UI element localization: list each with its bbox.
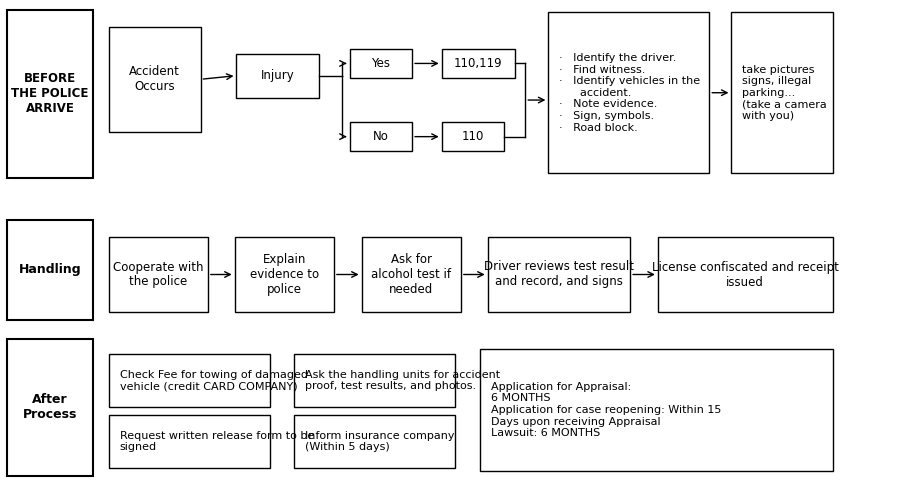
FancyBboxPatch shape — [731, 12, 832, 173]
FancyBboxPatch shape — [7, 10, 93, 178]
Text: 110: 110 — [461, 130, 483, 143]
Text: License confiscated and receipt
issued: License confiscated and receipt issued — [651, 261, 838, 288]
Text: Ask the handling units for accident
proof, test results, and photos.: Ask the handling units for accident proo… — [305, 370, 500, 391]
Text: Injury: Injury — [261, 69, 294, 82]
FancyBboxPatch shape — [236, 54, 319, 98]
FancyBboxPatch shape — [234, 237, 334, 312]
FancyBboxPatch shape — [108, 415, 269, 468]
Text: Cooperate with
the police: Cooperate with the police — [113, 261, 203, 288]
FancyBboxPatch shape — [294, 415, 455, 468]
FancyBboxPatch shape — [108, 237, 208, 312]
FancyBboxPatch shape — [548, 12, 709, 173]
Text: Yes: Yes — [371, 57, 390, 70]
Text: No: No — [372, 130, 389, 143]
FancyBboxPatch shape — [294, 354, 455, 407]
Text: Handling: Handling — [18, 263, 82, 276]
Text: Driver reviews test result
and record, and signs: Driver reviews test result and record, a… — [483, 261, 633, 288]
Text: 110,119: 110,119 — [454, 57, 502, 70]
Text: ·   Identify the driver.
·   Find witness.
·   Identify vehicles in the
      ac: · Identify the driver. · Find witness. ·… — [559, 53, 699, 133]
FancyBboxPatch shape — [441, 49, 515, 78]
Text: take pictures
signs, illegal
parking...
(take a camera
with you): take pictures signs, illegal parking... … — [742, 64, 826, 121]
Text: Accident
Occurs: Accident Occurs — [129, 65, 180, 93]
FancyBboxPatch shape — [487, 237, 630, 312]
Text: Ask for
alcohol test if
needed: Ask for alcohol test if needed — [371, 253, 450, 296]
FancyBboxPatch shape — [108, 27, 200, 132]
FancyBboxPatch shape — [349, 122, 412, 151]
FancyBboxPatch shape — [7, 339, 93, 476]
FancyBboxPatch shape — [349, 49, 412, 78]
FancyBboxPatch shape — [657, 237, 832, 312]
Text: BEFORE
THE POLICE
ARRIVE: BEFORE THE POLICE ARRIVE — [11, 72, 89, 116]
Text: Check Fee for towing of damaged
vehicle (credit CARD COMPANY): Check Fee for towing of damaged vehicle … — [119, 370, 307, 391]
Text: Application for Appraisal:
6 MONTHS
Application for case reopening: Within 15
Da: Application for Appraisal: 6 MONTHS Appl… — [491, 382, 720, 438]
FancyBboxPatch shape — [441, 122, 504, 151]
FancyBboxPatch shape — [361, 237, 460, 312]
Text: Inform insurance company
(Within 5 days): Inform insurance company (Within 5 days) — [305, 431, 455, 452]
Text: After
Process: After Process — [23, 393, 77, 422]
FancyBboxPatch shape — [480, 349, 832, 471]
Text: Request written release form to be
signed: Request written release form to be signe… — [119, 431, 313, 452]
FancyBboxPatch shape — [108, 354, 269, 407]
Text: Explain
evidence to
police: Explain evidence to police — [249, 253, 319, 296]
FancyBboxPatch shape — [7, 220, 93, 320]
